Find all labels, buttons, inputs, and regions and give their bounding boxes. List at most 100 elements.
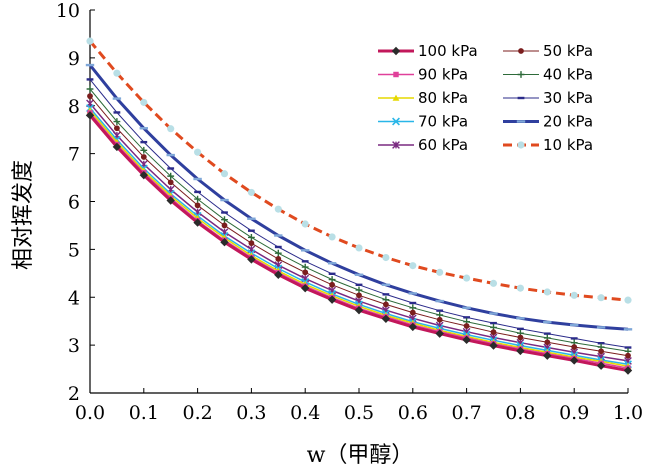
x-tick-label: 0.5 <box>344 402 374 424</box>
data-point <box>85 111 95 120</box>
data-point <box>356 292 362 299</box>
legend-item: 80 kPa <box>378 89 468 107</box>
x-tick-label: 0.3 <box>236 402 266 424</box>
data-point <box>247 255 256 264</box>
legend-label: 30 kPa <box>543 89 593 107</box>
data-point <box>140 146 148 154</box>
data-point <box>355 244 363 252</box>
data-point <box>463 323 470 329</box>
data-point <box>625 352 631 359</box>
data-point <box>274 270 283 279</box>
data-point <box>302 269 309 276</box>
data-point <box>597 294 605 302</box>
data-point <box>248 234 255 241</box>
data-point <box>167 125 175 133</box>
legend-marker <box>517 71 525 78</box>
legend-label: 90 kPa <box>418 66 468 84</box>
data-point <box>489 279 498 287</box>
data-point <box>408 322 417 332</box>
data-point <box>543 288 551 296</box>
x-tick-label: 0.9 <box>559 402 589 424</box>
y-tick-label: 6 <box>68 192 80 214</box>
data-point <box>167 179 174 186</box>
legend-marker <box>517 141 525 149</box>
data-point <box>86 37 94 45</box>
data-point <box>354 305 364 315</box>
x-tick-label: 0.8 <box>505 402 535 424</box>
data-point <box>623 366 633 375</box>
data-point <box>543 351 552 360</box>
data-point <box>274 249 282 257</box>
data-point <box>409 309 416 316</box>
legend-label: 80 kPa <box>418 89 468 107</box>
legend-item: 30 kPa <box>503 89 593 107</box>
data-point <box>329 281 335 288</box>
axes: 2 3 4 5 6 7 8 9 10 0.0 0.1 0.2 0.3 0.4 0.5 0.6 0.7 0.8 0.9… <box>56 0 643 424</box>
legend-item: 90 kPa <box>378 66 468 84</box>
data-point <box>275 256 282 262</box>
series-30-kpa <box>86 78 632 349</box>
legend-label: 100 kPa <box>418 42 478 60</box>
series-lines <box>85 37 633 375</box>
data-point <box>113 118 121 125</box>
data-point <box>489 341 498 350</box>
data-point <box>113 69 121 77</box>
data-point <box>274 205 282 213</box>
data-point <box>381 314 391 323</box>
data-point <box>435 329 444 338</box>
data-point <box>194 195 201 203</box>
legend-label: 40 kPa <box>543 66 593 84</box>
y-tick-label: 4 <box>68 287 80 309</box>
y-tick-label: 5 <box>68 239 80 261</box>
x-tick-label: 0.7 <box>451 402 481 424</box>
data-point <box>140 154 147 160</box>
y-axis-title: 相对挥发度 <box>11 160 36 270</box>
data-point <box>598 348 604 355</box>
data-point <box>301 263 309 271</box>
data-point <box>193 218 202 227</box>
data-point <box>382 253 390 262</box>
legend-label: 10 kPa <box>543 136 593 154</box>
series-20-kpa <box>85 63 633 331</box>
data-point <box>221 216 228 224</box>
legend-item: 50 kPa <box>503 42 593 60</box>
data-point <box>596 361 606 370</box>
legend-item: 20 kPa <box>503 113 593 131</box>
legend-marker <box>391 46 401 56</box>
data-point <box>114 125 120 132</box>
data-point <box>383 301 389 308</box>
data-point <box>624 296 632 304</box>
data-point <box>167 172 175 180</box>
data-point <box>166 196 175 205</box>
data-point <box>490 329 497 336</box>
data-point <box>87 93 93 100</box>
data-point <box>436 316 443 323</box>
series-10-kpa <box>86 37 632 304</box>
x-tick-label: 1.0 <box>613 402 643 424</box>
data-point <box>220 237 229 247</box>
y-tick-label: 9 <box>68 48 80 70</box>
data-point <box>247 188 255 196</box>
legend-marker <box>392 94 400 101</box>
data-point <box>112 142 122 152</box>
y-tick-label: 8 <box>68 96 80 118</box>
x-tick-label: 0.1 <box>129 402 159 424</box>
y-tick-label: 2 <box>68 383 80 405</box>
data-point <box>355 286 363 294</box>
data-point <box>140 98 148 106</box>
legend-label: 50 kPa <box>543 42 593 60</box>
data-point <box>194 202 201 209</box>
data-point <box>328 276 336 283</box>
data-point <box>301 283 310 293</box>
y-tick-label: 3 <box>68 335 80 357</box>
data-point <box>517 334 524 341</box>
legend-item: 60 kPa <box>378 136 468 154</box>
x-tick-label: 0.0 <box>75 402 105 424</box>
legend-item: 100 kPa <box>378 42 478 60</box>
legend-label: 60 kPa <box>418 136 468 154</box>
legend-item: 40 kPa <box>503 66 593 84</box>
data-point <box>194 148 202 156</box>
data-point <box>327 295 337 304</box>
legend: 100 kPa 50 kPa 90 kPa 40 kPa 80 kPa 30 kPa 70 … <box>378 42 593 154</box>
